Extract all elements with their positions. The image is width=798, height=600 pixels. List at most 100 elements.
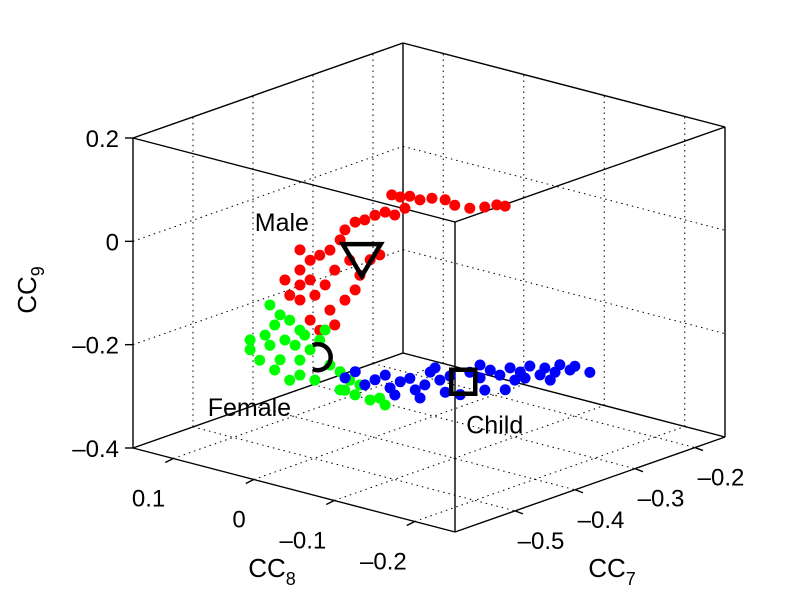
data-point-series-1 bbox=[259, 329, 271, 341]
data-point-series-2 bbox=[389, 389, 401, 401]
z-tick-label: 0.2 bbox=[86, 126, 119, 153]
grid-line-y-floor bbox=[253, 384, 524, 480]
data-point-series-0 bbox=[386, 189, 398, 201]
data-point-series-1 bbox=[269, 364, 281, 376]
data-point-series-0 bbox=[304, 274, 316, 286]
x-tick bbox=[574, 489, 584, 494]
data-point-series-1 bbox=[304, 344, 316, 356]
annotation-child: Child bbox=[466, 412, 523, 440]
grid-line-x-floor bbox=[252, 405, 576, 491]
data-point-series-2 bbox=[584, 366, 596, 378]
data-point-series-0 bbox=[359, 214, 371, 226]
data-point-series-0 bbox=[499, 200, 511, 212]
x-axis-label: CC7 bbox=[588, 553, 636, 589]
data-point-series-2 bbox=[569, 360, 581, 372]
x-tick-label: –0.3 bbox=[638, 486, 685, 513]
data-point-series-0 bbox=[369, 209, 381, 221]
grid-line-x-floor bbox=[372, 363, 696, 449]
data-point-series-2 bbox=[544, 374, 556, 386]
data-point-series-2 bbox=[359, 379, 371, 391]
data-point-series-1 bbox=[284, 314, 296, 326]
data-point-series-2 bbox=[479, 384, 491, 396]
data-point-series-0 bbox=[426, 192, 438, 204]
data-point-series-2 bbox=[409, 384, 421, 396]
data-point-series-0 bbox=[304, 314, 316, 326]
box-edge-top bbox=[132, 42, 404, 139]
y-tick bbox=[406, 520, 416, 527]
y-tick-label: 0.1 bbox=[132, 486, 165, 513]
data-point-series-2 bbox=[349, 366, 361, 378]
data-point-series-0 bbox=[339, 294, 351, 306]
data-point-series-0 bbox=[294, 294, 306, 306]
data-point-series-2 bbox=[509, 374, 521, 386]
data-point-series-2 bbox=[434, 374, 446, 386]
grid-line-x-floor bbox=[192, 426, 516, 512]
y-tick-label: –0.2 bbox=[360, 549, 407, 576]
z-tick-label: –0.4 bbox=[72, 436, 119, 463]
z-axis-label: CC9 bbox=[12, 266, 48, 314]
annotation-male: Male bbox=[255, 209, 309, 237]
data-point-series-0 bbox=[304, 254, 316, 266]
data-point-series-1 bbox=[309, 374, 321, 386]
circle-marker bbox=[311, 341, 333, 373]
data-point-series-0 bbox=[349, 216, 361, 228]
y-tick bbox=[245, 478, 255, 485]
data-point-series-0 bbox=[329, 264, 341, 276]
data-point-series-0 bbox=[439, 194, 451, 206]
box-edge-top bbox=[402, 42, 726, 128]
data-point-series-1 bbox=[274, 354, 286, 366]
data-point-series-1 bbox=[269, 319, 281, 331]
data-point-series-2 bbox=[519, 372, 531, 384]
data-point-series-0 bbox=[284, 289, 296, 301]
data-point-series-0 bbox=[491, 199, 503, 211]
x-tick bbox=[694, 446, 704, 452]
box-edge-bottom bbox=[132, 447, 456, 533]
y-axis-label-text: CC bbox=[248, 553, 286, 583]
data-point-series-1 bbox=[244, 334, 256, 346]
data-point-series-0 bbox=[479, 201, 491, 213]
data-point-series-0 bbox=[394, 191, 406, 203]
data-point-series-1 bbox=[274, 309, 286, 321]
data-point-series-2 bbox=[379, 369, 391, 381]
data-point-series-2 bbox=[394, 376, 406, 388]
data-point-series-0 bbox=[389, 209, 401, 221]
data-point-series-0 bbox=[309, 289, 321, 301]
z-axis-label-subscript: 9 bbox=[28, 266, 48, 276]
data-point-series-2 bbox=[439, 386, 451, 398]
z-tick-label: 0 bbox=[106, 229, 119, 256]
data-point-series-1 bbox=[364, 394, 376, 406]
y-axis-label-subscript: 8 bbox=[286, 569, 296, 589]
box-edge-bottom bbox=[454, 436, 726, 533]
data-point-series-0 bbox=[339, 224, 351, 236]
data-point-series-2 bbox=[369, 374, 381, 386]
data-point-series-0 bbox=[294, 244, 306, 256]
x-tick-label: –0.4 bbox=[578, 507, 625, 534]
data-point-series-2 bbox=[504, 362, 516, 374]
z-axis-label-text: CC bbox=[12, 276, 42, 314]
data-point-series-1 bbox=[289, 339, 301, 351]
annotation-female: Female bbox=[208, 394, 291, 422]
data-point-series-1 bbox=[279, 334, 291, 346]
data-point-series-0 bbox=[324, 304, 336, 316]
data-point-series-1 bbox=[349, 389, 361, 401]
data-point-series-2 bbox=[484, 364, 496, 376]
data-point-series-0 bbox=[294, 279, 306, 291]
data-point-series-0 bbox=[449, 199, 461, 211]
grid-line-z-right-wall bbox=[402, 249, 726, 335]
z-tick-label: –0.2 bbox=[72, 333, 119, 360]
data-point-series-2 bbox=[414, 392, 426, 404]
triangle-down-marker bbox=[338, 241, 385, 281]
grid-line-z-right-wall bbox=[402, 145, 726, 231]
grid-line-y-floor bbox=[173, 363, 444, 459]
data-point-series-2 bbox=[339, 372, 351, 384]
y-tick-label: 0 bbox=[232, 507, 245, 534]
data-point-series-2 bbox=[499, 384, 511, 396]
data-point-series-1 bbox=[284, 374, 296, 386]
data-point-series-1 bbox=[254, 354, 266, 366]
data-point-series-1 bbox=[294, 369, 306, 381]
data-point-series-2 bbox=[524, 360, 536, 372]
x-tick-label: –0.5 bbox=[518, 528, 565, 555]
x-tick-label: –0.2 bbox=[698, 465, 745, 492]
data-point-series-1 bbox=[319, 324, 331, 336]
